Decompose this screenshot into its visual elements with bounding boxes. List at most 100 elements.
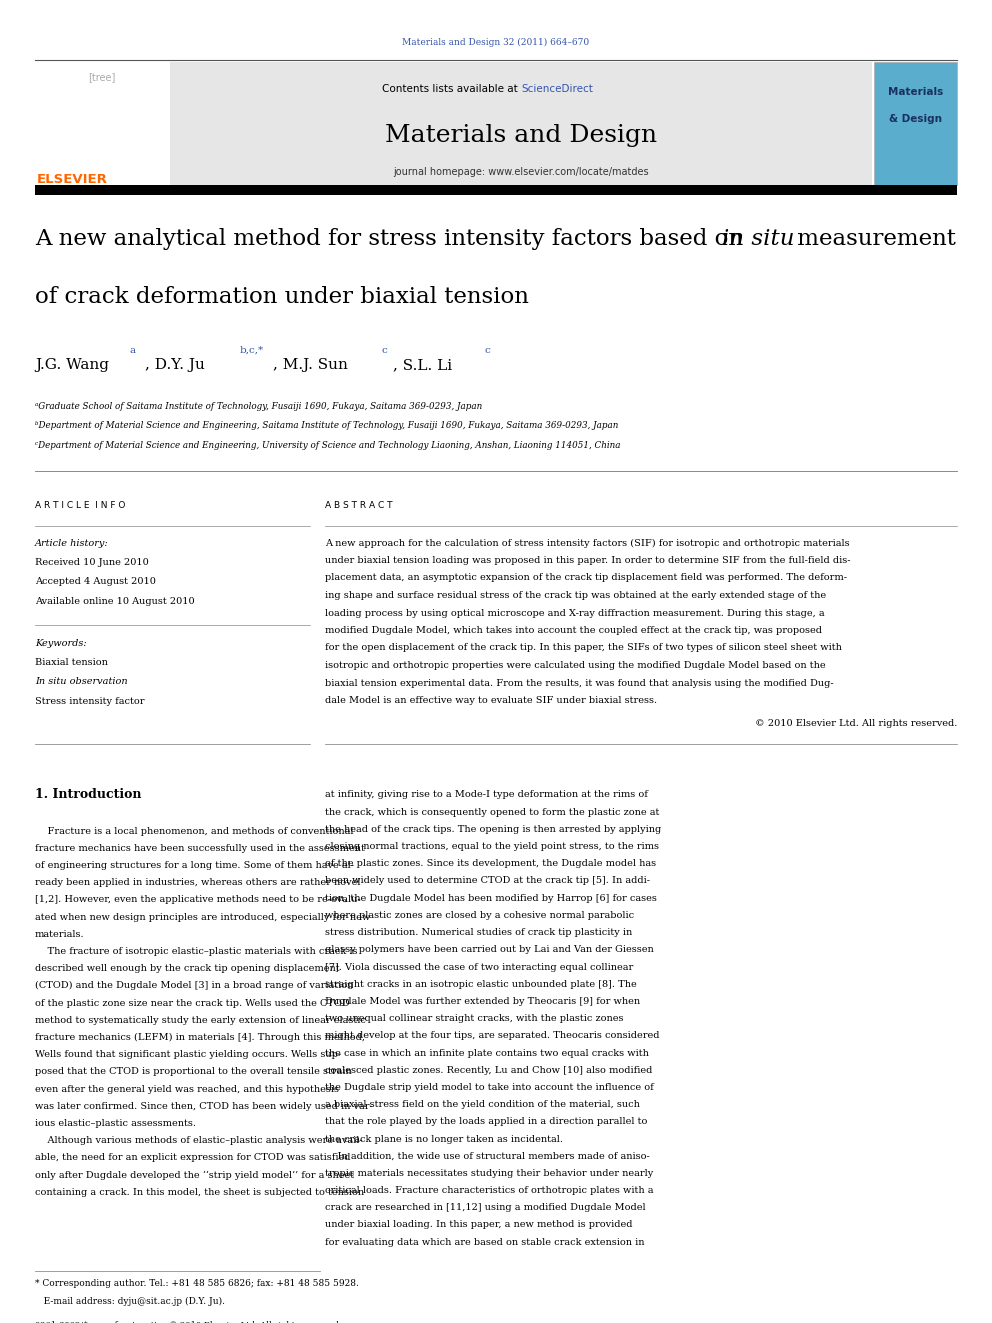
Text: placement data, an asymptotic expansion of the crack tip displacement field was : placement data, an asymptotic expansion … bbox=[325, 573, 847, 582]
Text: even after the general yield was reached, and this hypothesis: even after the general yield was reached… bbox=[35, 1085, 339, 1094]
Text: [7]. Viola discussed the case of two interacting equal collinear: [7]. Viola discussed the case of two int… bbox=[325, 963, 633, 971]
Text: the crack plane is no longer taken as incidental.: the crack plane is no longer taken as in… bbox=[325, 1135, 563, 1143]
Text: dale Model is an effective way to evaluate SIF under biaxial stress.: dale Model is an effective way to evalua… bbox=[325, 696, 657, 705]
Text: modified Dugdale Model, which takes into account the coupled effect at the crack: modified Dugdale Model, which takes into… bbox=[325, 626, 822, 635]
Text: Materials: Materials bbox=[888, 87, 943, 97]
Text: under biaxial tension loading was proposed in this paper. In order to determine : under biaxial tension loading was propos… bbox=[325, 556, 850, 565]
Text: was later confirmed. Since then, CTOD has been widely used in var-: was later confirmed. Since then, CTOD ha… bbox=[35, 1102, 373, 1111]
Text: c: c bbox=[484, 347, 490, 355]
Text: two unequal collinear straight cracks, with the plastic zones: two unequal collinear straight cracks, w… bbox=[325, 1015, 624, 1023]
Text: ELSEVIER: ELSEVIER bbox=[37, 173, 108, 187]
Text: Received 10 June 2010: Received 10 June 2010 bbox=[35, 558, 149, 568]
Text: A new approach for the calculation of stress intensity factors (SIF) for isotrop: A new approach for the calculation of st… bbox=[325, 538, 849, 548]
Text: ious elastic–plastic assessments.: ious elastic–plastic assessments. bbox=[35, 1119, 196, 1129]
Text: b,c,*: b,c,* bbox=[240, 347, 264, 355]
Text: & Design: & Design bbox=[889, 114, 942, 124]
Text: Keywords:: Keywords: bbox=[35, 639, 86, 647]
Text: a: a bbox=[130, 347, 136, 355]
Text: method to systematically study the early extension of linear elastic: method to systematically study the early… bbox=[35, 1016, 366, 1025]
Text: containing a crack. In this model, the sheet is subjected to tension: containing a crack. In this model, the s… bbox=[35, 1188, 364, 1197]
Text: straight cracks in an isotropic elastic unbounded plate [8]. The: straight cracks in an isotropic elastic … bbox=[325, 980, 637, 988]
Text: isotropic and orthotropic properties were calculated using the modified Dugdale : isotropic and orthotropic properties wer… bbox=[325, 662, 825, 669]
Text: fracture mechanics have been successfully used in the assessment: fracture mechanics have been successfull… bbox=[35, 844, 365, 853]
Text: coalesced plastic zones. Recently, Lu and Chow [10] also modified: coalesced plastic zones. Recently, Lu an… bbox=[325, 1066, 653, 1074]
Text: The fracture of isotropic elastic–plastic materials with crack is: The fracture of isotropic elastic–plasti… bbox=[35, 947, 357, 957]
Text: ready been applied in industries, whereas others are rather novel: ready been applied in industries, wherea… bbox=[35, 878, 360, 888]
Text: tropic materials necessitates studying their behavior under nearly: tropic materials necessitates studying t… bbox=[325, 1170, 654, 1177]
Text: ScienceDirect: ScienceDirect bbox=[521, 83, 593, 94]
Text: been widely used to determine CTOD at the crack tip [5]. In addi-: been widely used to determine CTOD at th… bbox=[325, 877, 650, 885]
Text: able, the need for an explicit expression for CTOD was satisfied: able, the need for an explicit expressio… bbox=[35, 1154, 350, 1163]
Text: biaxial tension experimental data. From the results, it was found that analysis : biaxial tension experimental data. From … bbox=[325, 679, 833, 688]
Text: described well enough by the crack tip opening displacement: described well enough by the crack tip o… bbox=[35, 964, 339, 974]
Text: Article history:: Article history: bbox=[35, 538, 109, 548]
Text: critical loads. Fracture characteristics of orthotropic plates with a: critical loads. Fracture characteristics… bbox=[325, 1187, 654, 1195]
Text: Contents lists available at: Contents lists available at bbox=[382, 83, 521, 94]
Text: , S.L. Li: , S.L. Li bbox=[393, 359, 452, 372]
Text: Available online 10 August 2010: Available online 10 August 2010 bbox=[35, 597, 194, 606]
Text: materials.: materials. bbox=[35, 930, 84, 939]
Bar bbox=[170, 62, 872, 185]
Text: ᵃGraduate School of Saitama Institute of Technology, Fusaiji 1690, Fukaya, Saita: ᵃGraduate School of Saitama Institute of… bbox=[35, 402, 482, 411]
Text: under biaxial loading. In this paper, a new method is provided: under biaxial loading. In this paper, a … bbox=[325, 1221, 633, 1229]
Text: for the open displacement of the crack tip. In this paper, the SIFs of two types: for the open displacement of the crack t… bbox=[325, 643, 842, 652]
Text: posed that the CTOD is proportional to the overall tensile strain: posed that the CTOD is proportional to t… bbox=[35, 1068, 352, 1077]
Text: tion, the Dugdale Model has been modified by Harrop [6] for cases: tion, the Dugdale Model has been modifie… bbox=[325, 894, 657, 902]
Text: crack are researched in [11,12] using a modified Dugdale Model: crack are researched in [11,12] using a … bbox=[325, 1204, 646, 1212]
Text: might develop at the four tips, are separated. Theocaris considered: might develop at the four tips, are sepa… bbox=[325, 1032, 660, 1040]
Text: for evaluating data which are based on stable crack extension in: for evaluating data which are based on s… bbox=[325, 1238, 645, 1246]
Text: A new analytical method for stress intensity factors based on: A new analytical method for stress inten… bbox=[35, 228, 750, 250]
Text: [1,2]. However, even the applicative methods need to be re-evalu-: [1,2]. However, even the applicative met… bbox=[35, 896, 361, 905]
Text: of the plastic zone size near the crack tip. Wells used the CTOD: of the plastic zone size near the crack … bbox=[35, 999, 350, 1008]
Text: J.G. Wang: J.G. Wang bbox=[35, 359, 109, 372]
Text: only after Dugdale developed the ‘‘strip yield model’’ for a sheet: only after Dugdale developed the ‘‘strip… bbox=[35, 1171, 354, 1180]
Text: (CTOD) and the Dugdale Model [3] in a broad range of variation: (CTOD) and the Dugdale Model [3] in a br… bbox=[35, 982, 353, 991]
Text: stress distribution. Numerical studies of crack tip plasticity in: stress distribution. Numerical studies o… bbox=[325, 929, 632, 937]
Text: Although various methods of elastic–plastic analysis were avail-: Although various methods of elastic–plas… bbox=[35, 1136, 363, 1146]
Text: Accepted 4 August 2010: Accepted 4 August 2010 bbox=[35, 578, 156, 586]
Text: [tree]: [tree] bbox=[88, 71, 116, 82]
Text: the Dugdale strip yield model to take into account the influence of: the Dugdale strip yield model to take in… bbox=[325, 1084, 654, 1091]
Text: Biaxial tension: Biaxial tension bbox=[35, 658, 108, 667]
Text: of the plastic zones. Since its development, the Dugdale model has: of the plastic zones. Since its developm… bbox=[325, 860, 656, 868]
Text: Fracture is a local phenomenon, and methods of conventional: Fracture is a local phenomenon, and meth… bbox=[35, 827, 353, 836]
Text: Materials and Design: Materials and Design bbox=[385, 124, 657, 147]
Bar bbox=[35, 62, 170, 185]
Bar bbox=[874, 62, 957, 185]
Text: c: c bbox=[381, 347, 387, 355]
Text: ing shape and surface residual stress of the crack tip was obtained at the early: ing shape and surface residual stress of… bbox=[325, 591, 826, 601]
Text: ᶜDepartment of Material Science and Engineering, University of Science and Techn: ᶜDepartment of Material Science and Engi… bbox=[35, 441, 621, 450]
Text: in situ: in situ bbox=[722, 228, 795, 250]
Text: In situ observation: In situ observation bbox=[35, 677, 128, 687]
Text: journal homepage: www.elsevier.com/locate/matdes: journal homepage: www.elsevier.com/locat… bbox=[393, 167, 649, 177]
Text: Materials and Design 32 (2011) 664–670: Materials and Design 32 (2011) 664–670 bbox=[403, 38, 589, 48]
Text: Stress intensity factor: Stress intensity factor bbox=[35, 697, 145, 706]
Text: 1. Introduction: 1. Introduction bbox=[35, 789, 142, 802]
Text: fracture mechanics (LEFM) in materials [4]. Through this method,: fracture mechanics (LEFM) in materials [… bbox=[35, 1033, 365, 1043]
Text: measurement: measurement bbox=[790, 228, 956, 250]
Text: ᵇDepartment of Material Science and Engineering, Saitama Institute of Technology: ᵇDepartment of Material Science and Engi… bbox=[35, 422, 618, 430]
Text: A R T I C L E  I N F O: A R T I C L E I N F O bbox=[35, 500, 125, 509]
Text: , M.J. Sun: , M.J. Sun bbox=[273, 359, 348, 372]
Text: ated when new design principles are introduced, especially for new: ated when new design principles are intr… bbox=[35, 913, 370, 922]
Text: E-mail address: dyju@sit.ac.jp (D.Y. Ju).: E-mail address: dyju@sit.ac.jp (D.Y. Ju)… bbox=[35, 1297, 225, 1306]
Text: glassy polymers have been carried out by Lai and Van der Giessen: glassy polymers have been carried out by… bbox=[325, 946, 654, 954]
Text: the crack, which is consequently opened to form the plastic zone at: the crack, which is consequently opened … bbox=[325, 808, 660, 816]
Text: the head of the crack tips. The opening is then arrested by applying: the head of the crack tips. The opening … bbox=[325, 826, 662, 833]
Text: that the role played by the loads applied in a direction parallel to: that the role played by the loads applie… bbox=[325, 1118, 648, 1126]
Bar bbox=[35, 185, 957, 194]
Text: at infinity, giving rise to a Mode-I type deformation at the rims of: at infinity, giving rise to a Mode-I typ… bbox=[325, 791, 648, 799]
Text: of crack deformation under biaxial tension: of crack deformation under biaxial tensi… bbox=[35, 286, 529, 308]
Text: of engineering structures for a long time. Some of them have al-: of engineering structures for a long tim… bbox=[35, 861, 354, 871]
Text: Wells found that significant plastic yielding occurs. Wells sup-: Wells found that significant plastic yie… bbox=[35, 1050, 341, 1060]
Text: a biaxial stress field on the yield condition of the material, such: a biaxial stress field on the yield cond… bbox=[325, 1101, 640, 1109]
Text: where plastic zones are closed by a cohesive normal parabolic: where plastic zones are closed by a cohe… bbox=[325, 912, 634, 919]
Text: © 2010 Elsevier Ltd. All rights reserved.: © 2010 Elsevier Ltd. All rights reserved… bbox=[755, 718, 957, 728]
Text: the case in which an infinite plate contains two equal cracks with: the case in which an infinite plate cont… bbox=[325, 1049, 649, 1057]
Text: loading process by using optical microscope and X-ray diffraction measurement. D: loading process by using optical microsc… bbox=[325, 609, 824, 618]
Text: A B S T R A C T: A B S T R A C T bbox=[325, 500, 393, 509]
Text: In addition, the wide use of structural members made of aniso-: In addition, the wide use of structural … bbox=[325, 1152, 650, 1160]
Text: closing normal tractions, equal to the yield point stress, to the rims: closing normal tractions, equal to the y… bbox=[325, 843, 659, 851]
Text: 0261-3069/$ – see front matter © 2010 Elsevier Ltd. All rights reserved.: 0261-3069/$ – see front matter © 2010 El… bbox=[35, 1320, 341, 1323]
Text: * Corresponding author. Tel.: +81 48 585 6826; fax: +81 48 585 5928.: * Corresponding author. Tel.: +81 48 585… bbox=[35, 1279, 359, 1289]
